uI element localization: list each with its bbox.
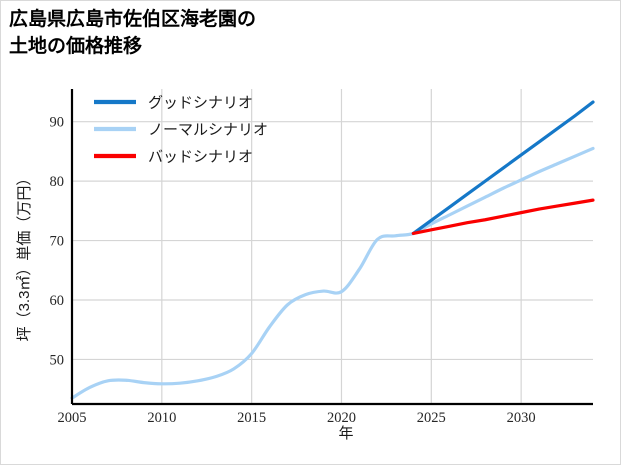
y-tick-label: 50 xyxy=(50,352,65,368)
series-line-bad xyxy=(411,198,595,236)
series-line-normal xyxy=(70,146,595,400)
y-tick-label: 70 xyxy=(50,234,65,250)
series-group xyxy=(70,100,595,400)
x-tick-label: 2025 xyxy=(417,410,446,426)
x-tick-label: 2030 xyxy=(507,410,536,426)
x-tick-label: 2010 xyxy=(147,410,176,426)
y-tick-labels: 50 60 70 80 90 xyxy=(50,115,65,369)
series-line-good xyxy=(411,100,595,236)
axes-group xyxy=(70,89,593,406)
x-tick-labels: 2005 2010 2015 2020 2025 2030 xyxy=(58,410,536,426)
y-tick-label: 80 xyxy=(50,174,65,190)
legend-label-good: グッドシナリオ xyxy=(148,95,253,112)
page-title: 広島県広島市佐伯区海老園の 土地の価格推移 xyxy=(9,9,257,57)
x-tick-label: 2005 xyxy=(58,410,87,426)
legend-label-bad: バッドシナリオ xyxy=(148,150,253,166)
x-tick-label: 2020 xyxy=(327,410,356,426)
x-axis-title: 年 xyxy=(338,425,353,442)
legend-label-normal: ノーマルシナリオ xyxy=(148,123,268,139)
x-tick-label: 2015 xyxy=(237,410,266,426)
y-axis-title: 坪（3.3㎡）単価（万円） xyxy=(16,171,33,342)
y-tick-label: 60 xyxy=(50,293,65,309)
y-tick-label: 90 xyxy=(50,115,65,131)
